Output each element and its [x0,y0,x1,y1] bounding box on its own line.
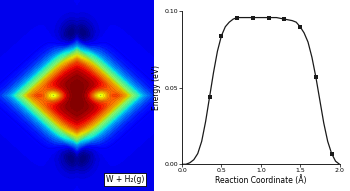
Text: W + H₂(g): W + H₂(g) [106,175,144,184]
Y-axis label: Energy (eV): Energy (eV) [153,65,161,110]
X-axis label: Reaction Coordinate (Å): Reaction Coordinate (Å) [215,175,307,185]
